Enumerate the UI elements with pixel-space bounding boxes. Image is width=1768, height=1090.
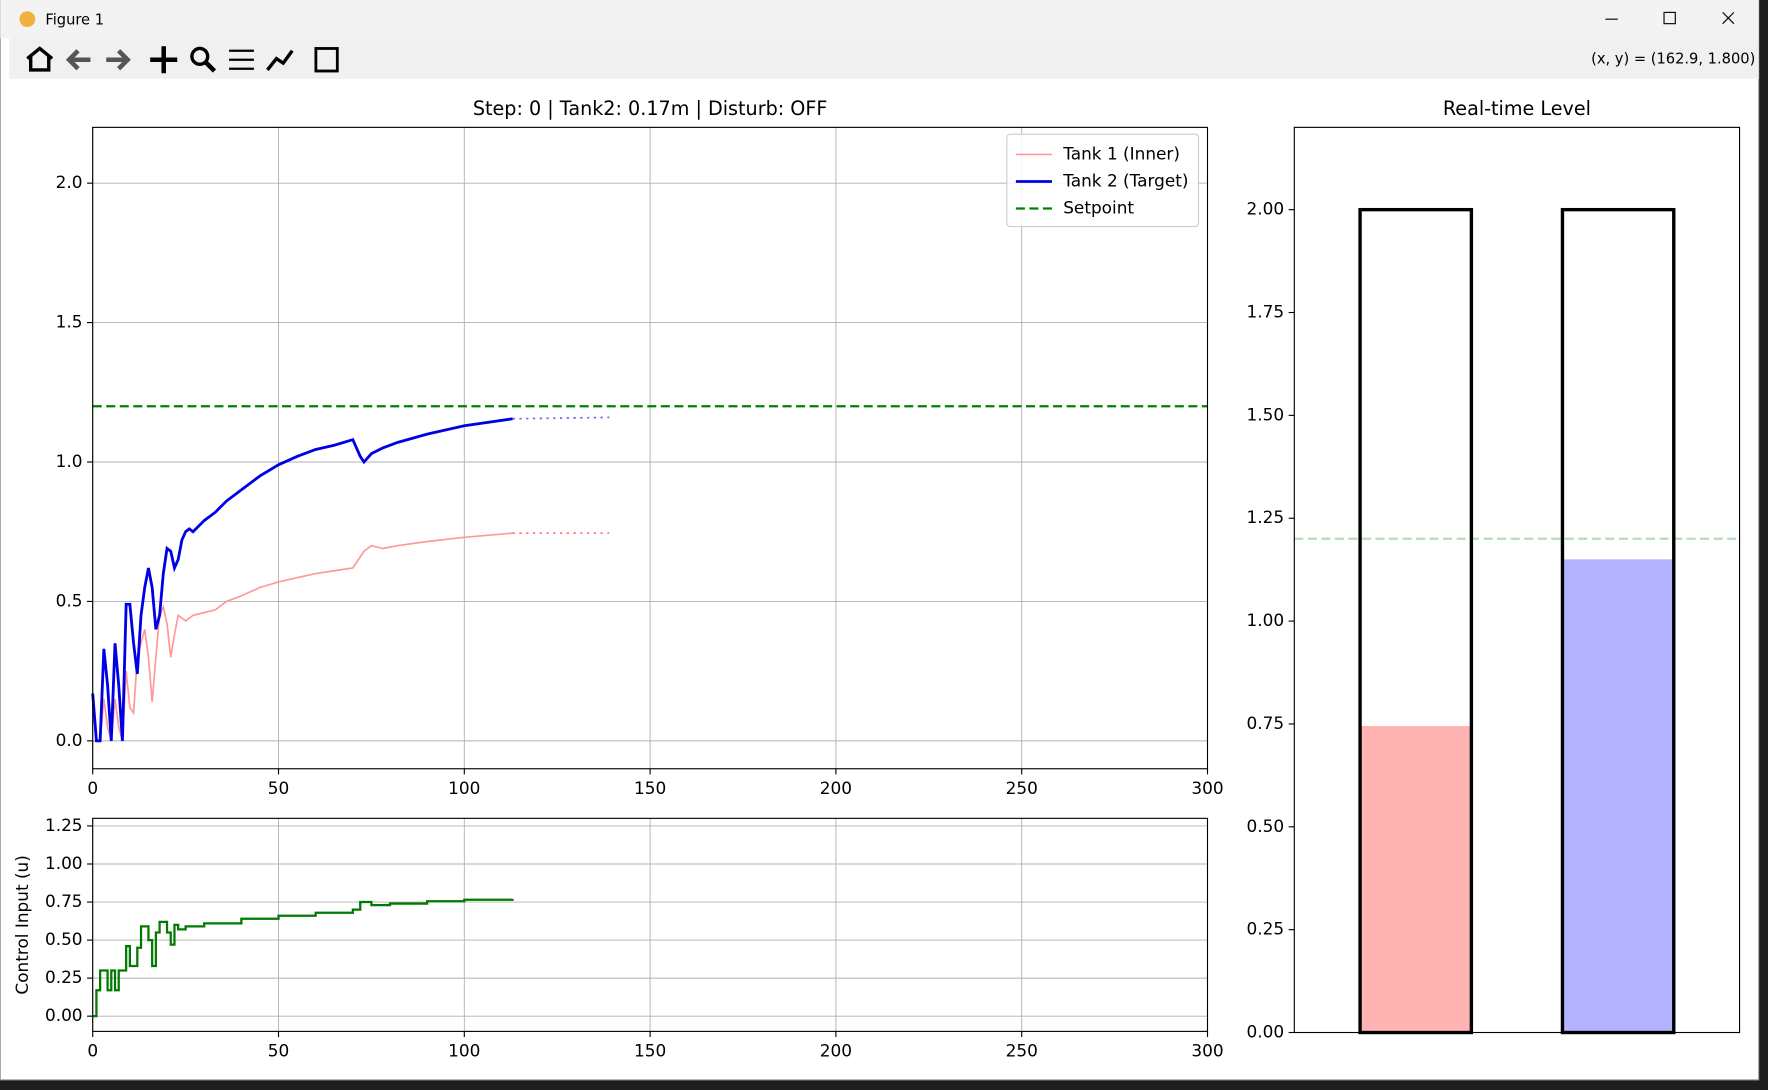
x-tick-label: 250 [1006,1041,1038,1061]
y-tick-label: 0.75 [1247,713,1285,733]
bar [1360,725,1472,1033]
axes-frame [1293,126,1741,1034]
home-button[interactable] [26,46,54,72]
legend-label: Tank 2 (Target) [1062,170,1188,190]
title-bar [0,0,1759,39]
y-tick-label: 0.00 [45,1005,83,1025]
app-icon [19,11,36,28]
x-tick-label: 200 [820,1041,852,1061]
x-tick-label: 0 [87,1041,98,1061]
bar [1562,559,1674,1033]
y-tick-label: 1.75 [1247,302,1285,322]
edit-axes-button[interactable] [266,49,294,71]
forward-button[interactable] [106,49,131,71]
chart-title: Real-time Level [1443,97,1591,120]
series-line [92,898,514,1018]
y-tick-label: 1.0 [56,451,83,471]
y-tick-label: 0.00 [1247,1022,1285,1042]
x-tick-label: 100 [448,1041,480,1061]
y-tick-label: 0.25 [45,967,83,987]
window-title: Figure 1 [45,11,104,28]
y-tick-label: 0.5 [56,590,83,610]
x-tick-label: 50 [268,778,290,798]
x-tick-label: 100 [448,778,480,798]
axes-frame [92,126,1209,770]
y-tick-label: 0.50 [1247,816,1285,836]
coordinates: (x, y) = (162.9, 1.800) [1591,51,1755,68]
series-line [92,532,513,742]
y-tick-label: 1.25 [1247,507,1285,527]
y-tick-label: 1.00 [45,853,83,873]
close-button[interactable] [1722,12,1735,25]
legend-label: Tank 1 (Inner) [1062,143,1180,163]
series-line [512,416,610,420]
x-tick-label: 200 [820,778,852,798]
y-tick-label: 2.0 [56,172,83,192]
y-tick-label: 1.50 [1247,404,1285,424]
x-tick-label: 300 [1191,778,1223,798]
y-tick-label: 1.25 [45,815,83,835]
x-tick-label: 250 [1006,778,1038,798]
x-tick-label: 150 [634,778,666,798]
x-tick-label: 300 [1191,1041,1223,1061]
y-tick-label: 0.25 [1247,919,1285,939]
y-tick-label: 2.00 [1247,199,1285,219]
y-axis-label: Control Input (u) [12,855,32,994]
y-tick-label: 0.50 [45,929,83,949]
back-button[interactable] [65,49,91,71]
zoom-handle [203,60,217,73]
legend-box [1006,133,1200,228]
axes-frame [92,817,1209,1032]
maximize-button[interactable] [1663,11,1676,25]
pan-button[interactable] [150,46,178,74]
save-button[interactable] [314,47,339,73]
x-tick-label: 0 [87,778,98,798]
y-tick-label: 1.5 [56,312,83,332]
configure-button[interactable] [229,49,254,70]
legend-label: Setpoint [1063,198,1134,218]
toolbar [9,38,1759,79]
y-tick-label: 1.00 [1247,610,1285,630]
zoom-button[interactable] [190,46,210,66]
series-line [91,417,513,743]
y-tick-label: 0.75 [45,891,83,911]
x-tick-label: 50 [268,1041,290,1061]
chart-title: Step: 0 | Tank2: 0.17m | Disturb: OFF [473,97,828,120]
y-tick-label: 0.0 [56,730,83,750]
x-tick-label: 150 [634,1041,666,1061]
